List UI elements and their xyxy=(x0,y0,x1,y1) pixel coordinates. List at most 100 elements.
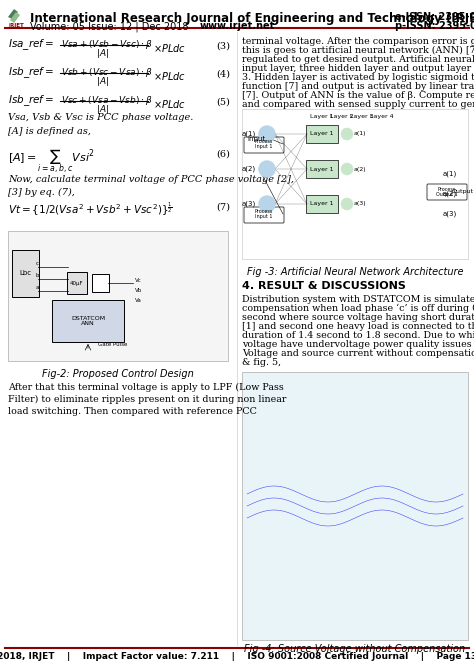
Text: Layer 4: Layer 4 xyxy=(370,114,394,119)
Text: 4. RESULT & DISCUSSIONS: 4. RESULT & DISCUSSIONS xyxy=(242,281,406,291)
Text: $Vt = \{1/2(Vsa^2 + Vsb^2 + Vsc^2)\}^{\frac{1}{2}}$: $Vt = \{1/2(Vsa^2 + Vsb^2 + Vsc^2)\}^{\f… xyxy=(8,201,173,218)
FancyBboxPatch shape xyxy=(52,300,124,342)
Text: [A] is defined as,: [A] is defined as, xyxy=(8,127,91,136)
Text: terminal voltage. After the comparison error is generated and: terminal voltage. After the comparison e… xyxy=(242,37,474,46)
Text: Layer 1: Layer 1 xyxy=(310,167,334,172)
Text: function [7] and output is activated by linear transfer function: function [7] and output is activated by … xyxy=(242,82,474,91)
Circle shape xyxy=(341,163,353,175)
Text: DSTATCOM
ANN: DSTATCOM ANN xyxy=(71,316,105,326)
Text: Output: Output xyxy=(452,190,474,194)
Polygon shape xyxy=(10,12,20,23)
Text: Lbc: Lbc xyxy=(19,270,31,276)
Text: a(1): a(1) xyxy=(443,171,457,178)
Text: Gate Pulse: Gate Pulse xyxy=(98,342,128,347)
Text: e-ISSN: 2395-0056: e-ISSN: 2395-0056 xyxy=(395,12,474,22)
FancyBboxPatch shape xyxy=(306,125,338,143)
Text: a: a xyxy=(36,285,39,290)
Text: a(3): a(3) xyxy=(354,202,366,206)
Text: (3): (3) xyxy=(216,42,230,51)
Text: [1] and second one heavy load is connected to the system at the: [1] and second one heavy load is connect… xyxy=(242,322,474,331)
FancyBboxPatch shape xyxy=(8,231,228,361)
Text: a(1): a(1) xyxy=(242,131,256,137)
Text: Input: Input xyxy=(247,136,265,142)
FancyBboxPatch shape xyxy=(92,274,109,292)
Text: $\times PLdc$: $\times PLdc$ xyxy=(153,98,186,110)
Text: & fig. 5,: & fig. 5, xyxy=(242,358,281,367)
FancyBboxPatch shape xyxy=(242,109,468,259)
Text: (7): (7) xyxy=(216,203,230,212)
Text: $\times PLdc$: $\times PLdc$ xyxy=(153,42,186,54)
FancyBboxPatch shape xyxy=(242,372,468,640)
Text: (5): (5) xyxy=(216,98,230,107)
Circle shape xyxy=(341,128,353,140)
Text: a(2): a(2) xyxy=(242,165,256,172)
Text: $|A|$: $|A|$ xyxy=(96,75,109,88)
Text: After that this terminal voltage is apply to LPF (Low Pass
Filter) to eliminate : After that this terminal voltage is appl… xyxy=(8,383,286,416)
Circle shape xyxy=(259,161,275,177)
FancyBboxPatch shape xyxy=(67,272,87,294)
Text: input layer, three hidden layer and output layer shown in fig.: input layer, three hidden layer and outp… xyxy=(242,64,474,73)
Text: Fig-2: Proposed Control Design: Fig-2: Proposed Control Design xyxy=(42,369,194,379)
Text: a(3): a(3) xyxy=(242,201,256,207)
FancyBboxPatch shape xyxy=(244,137,284,153)
Text: c: c xyxy=(36,261,39,266)
FancyBboxPatch shape xyxy=(306,195,338,213)
Text: Layer 3: Layer 3 xyxy=(350,114,374,119)
Text: Layer 1: Layer 1 xyxy=(310,131,334,137)
Text: p-ISSN: 2395-0072: p-ISSN: 2395-0072 xyxy=(395,21,474,31)
Text: (6): (6) xyxy=(216,150,230,159)
FancyBboxPatch shape xyxy=(12,250,39,297)
Text: regulated to get desired output. Artificial neural network have: regulated to get desired output. Artific… xyxy=(242,55,474,64)
Text: $|A|$: $|A|$ xyxy=(96,47,109,60)
Text: $Isb\_ref =$: $Isb\_ref =$ xyxy=(8,65,54,80)
Circle shape xyxy=(259,196,275,212)
Text: Layer 1: Layer 1 xyxy=(310,114,334,119)
Text: Volume: 05 Issue: 12 | Dec 2018: Volume: 05 Issue: 12 | Dec 2018 xyxy=(30,21,189,31)
Text: Fig -3: Artificial Neural Network Architecture: Fig -3: Artificial Neural Network Archit… xyxy=(247,267,463,277)
Text: voltage have undervoltage power quality issues [1]. Source: voltage have undervoltage power quality … xyxy=(242,340,474,349)
Text: 3. Hidden layer is activated by logistic sigmoid transfer: 3. Hidden layer is activated by logistic… xyxy=(242,73,474,82)
Text: www.irjet.net: www.irjet.net xyxy=(200,21,275,31)
Text: compensation when load phase ‘c’ is off during 0.5 second to 0.8: compensation when load phase ‘c’ is off … xyxy=(242,304,474,314)
Text: Fig -4: Source Voltage without Compensation: Fig -4: Source Voltage without Compensat… xyxy=(245,644,465,654)
Text: (4): (4) xyxy=(216,70,230,79)
Text: 40μF: 40μF xyxy=(70,281,84,285)
Text: b: b xyxy=(36,273,39,278)
Text: Layer 2: Layer 2 xyxy=(330,114,354,119)
Text: a(2): a(2) xyxy=(443,191,457,197)
Text: and compared with sensed supply current to generate gate pulse: and compared with sensed supply current … xyxy=(242,100,474,109)
Text: a(2): a(2) xyxy=(354,167,366,172)
Text: $[A] = \sum_{i=a,b,c} Vsi^2$: $[A] = \sum_{i=a,b,c} Vsi^2$ xyxy=(8,147,95,175)
Text: a(1): a(1) xyxy=(354,131,366,137)
Text: $Isa\_ref =$: $Isa\_ref =$ xyxy=(8,37,54,52)
Text: $Vsa + (Vsb - Vsc)\cdot\beta$: $Vsa + (Vsb - Vsc)\cdot\beta$ xyxy=(61,38,153,51)
FancyBboxPatch shape xyxy=(427,184,467,200)
Text: IRJET: IRJET xyxy=(9,23,25,28)
Text: International Research Journal of Engineering and Technology (IRJET): International Research Journal of Engine… xyxy=(30,12,474,25)
FancyBboxPatch shape xyxy=(244,207,284,223)
Text: Process
Input 1: Process Input 1 xyxy=(255,139,273,149)
Text: $|A|$: $|A|$ xyxy=(96,103,109,116)
Text: second where source voltage having short duration RMS variations: second where source voltage having short… xyxy=(242,313,474,322)
Text: Process
Input 1: Process Input 1 xyxy=(255,208,273,219)
Text: Voltage and source current without compensation shown in fig. 4: Voltage and source current without compe… xyxy=(242,349,474,358)
FancyBboxPatch shape xyxy=(306,160,338,178)
Text: $Isb\_ref =$: $Isb\_ref =$ xyxy=(8,93,54,108)
Text: duration of 1.4 second to 1.8 second. Due to which source: duration of 1.4 second to 1.8 second. Du… xyxy=(242,331,474,340)
Text: Vc: Vc xyxy=(135,279,142,283)
Text: [7]. Output of ANN is the value of β. Compute reference current: [7]. Output of ANN is the value of β. Co… xyxy=(242,91,474,100)
Text: $Vsc + (Vsa - Vsb)\cdot\beta$: $Vsc + (Vsa - Vsb)\cdot\beta$ xyxy=(61,94,153,107)
Text: a(3): a(3) xyxy=(443,211,457,217)
Text: Va: Va xyxy=(135,299,142,304)
Text: Now, calculate terminal voltage of PCC phase voltage [2],
[3] by eq. (7),: Now, calculate terminal voltage of PCC p… xyxy=(8,175,294,197)
Polygon shape xyxy=(8,9,18,19)
Text: Vsa, Vsb & Vsc is PCC phase voltage.: Vsa, Vsb & Vsc is PCC phase voltage. xyxy=(8,113,193,122)
Text: this is goes to artificial neural network (ANN) [7] where it is: this is goes to artificial neural networ… xyxy=(242,46,474,55)
Text: Process
Output 1: Process Output 1 xyxy=(436,187,458,198)
Text: Layer 1: Layer 1 xyxy=(310,202,334,206)
Circle shape xyxy=(259,126,275,142)
Circle shape xyxy=(341,198,353,210)
Text: $Vsb + (Vsc - Vsa)\cdot\beta$: $Vsb + (Vsc - Vsa)\cdot\beta$ xyxy=(61,66,153,79)
Text: $\times PLdc$: $\times PLdc$ xyxy=(153,70,186,82)
Text: © 2018, IRJET    |    Impact Factor value: 7.211    |    ISO 9001:2008 Certified: © 2018, IRJET | Impact Factor value: 7.2… xyxy=(0,652,474,661)
